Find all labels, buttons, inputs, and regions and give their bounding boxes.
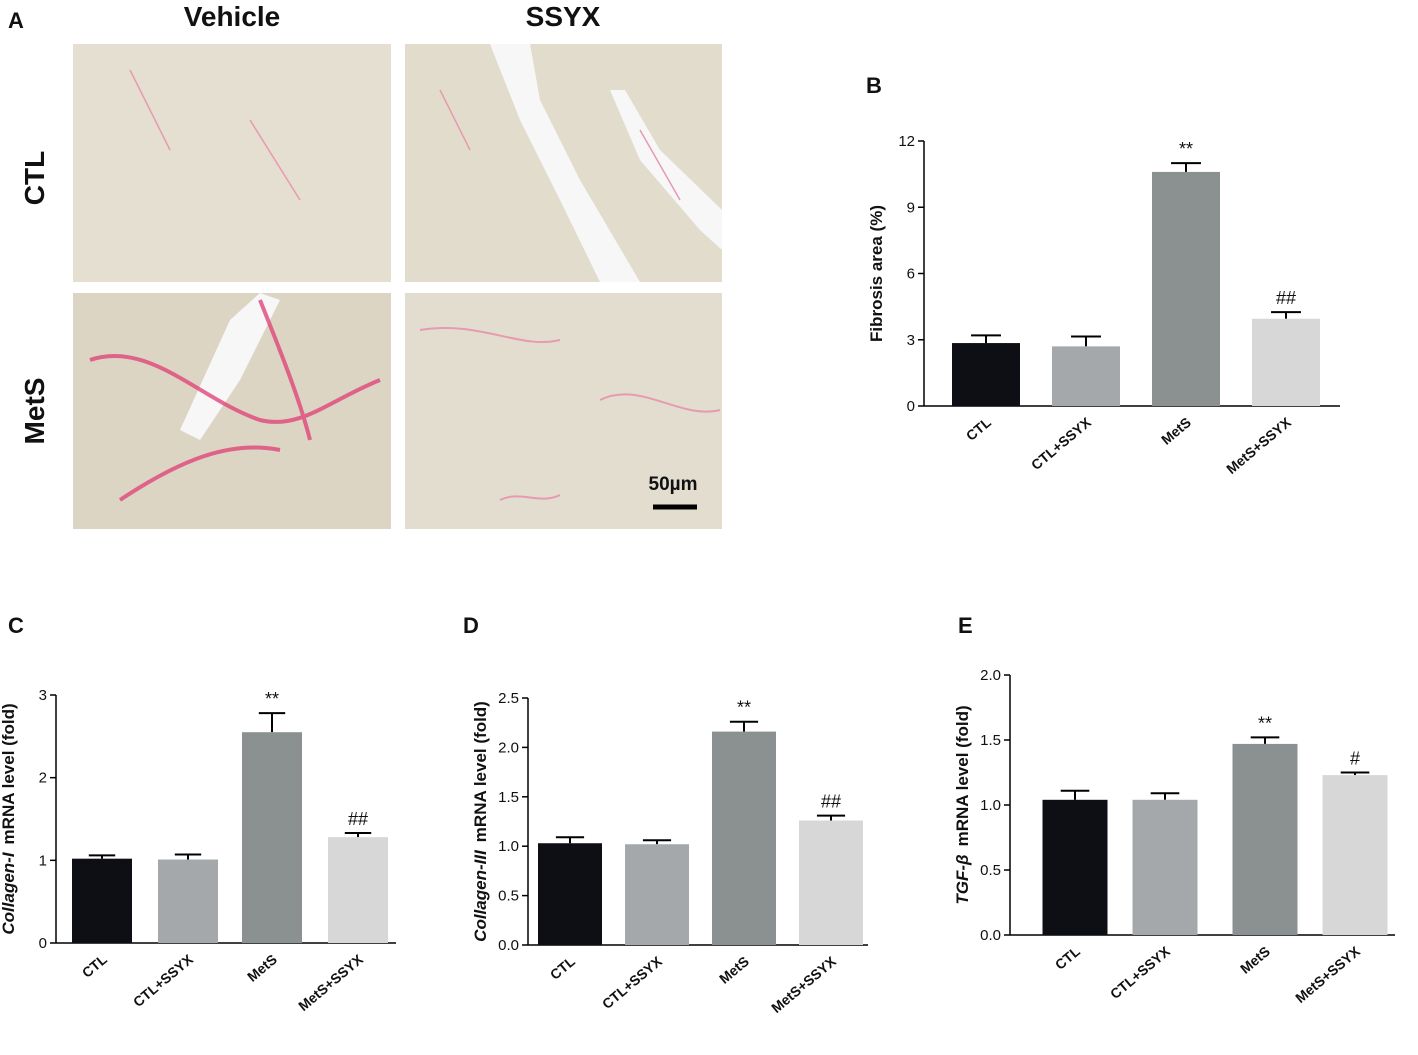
bar <box>712 731 776 945</box>
x-tick-label: CTL <box>79 951 110 981</box>
row-header: CTL <box>19 151 50 205</box>
x-tick-label: MetS+SSYX <box>768 953 839 1016</box>
y-tick-label: 0.0 <box>498 937 519 954</box>
significance-label: ## <box>821 792 841 812</box>
y-tick-label: 3 <box>39 687 47 704</box>
y-axis-label-text: Fibrosis area (%) <box>867 205 886 342</box>
y-tick-label: 1.0 <box>498 838 519 855</box>
bar <box>328 837 388 943</box>
y-tick-label: 1.0 <box>980 797 1001 814</box>
x-tick-label: CTL+SSYX <box>1028 414 1095 473</box>
bar <box>72 858 132 943</box>
y-axis-label: Collagen-III mRNA level (fold) <box>471 701 490 942</box>
significance-label: ## <box>348 809 368 829</box>
y-axis-label-text: mRNA level (fold) <box>0 703 18 844</box>
x-tick-label: CTL <box>547 953 578 983</box>
bar <box>242 732 302 943</box>
y-tick-label: 2.0 <box>498 739 519 756</box>
y-axis-label: Fibrosis area (%) <box>867 205 886 342</box>
micrograph <box>405 293 722 529</box>
y-tick-label: 9 <box>907 199 915 216</box>
x-tick-label: MetS+SSYX <box>1223 414 1294 477</box>
y-tick-label: 0 <box>907 398 915 415</box>
significance-label: # <box>1350 749 1360 769</box>
fibrosis-stain <box>419 326 721 501</box>
significance-label: ** <box>737 698 751 718</box>
column-header: SSYX <box>526 1 601 32</box>
bar <box>158 859 218 943</box>
x-tick-label: CTL+SSYX <box>130 951 197 1010</box>
column-header: Vehicle <box>184 1 281 32</box>
significance-label: ** <box>1258 713 1272 733</box>
y-tick-label: 0.5 <box>980 862 1001 879</box>
y-axis-label-gene: Collagen-III <box>471 849 490 942</box>
x-tick-label: CTL <box>1052 943 1083 973</box>
bar <box>625 844 689 945</box>
bar <box>1042 799 1108 935</box>
panel-label: C <box>8 613 24 638</box>
micrographs <box>73 44 722 529</box>
x-tick-label: MetS+SSYX <box>1292 943 1363 1006</box>
bar <box>799 820 863 945</box>
y-tick-label: 0.5 <box>498 888 519 905</box>
y-tick-label: 2.0 <box>980 667 1001 684</box>
x-tick-label: MetS <box>716 953 752 987</box>
fibrosis-stain <box>129 69 681 201</box>
tissue-gap <box>490 44 640 282</box>
panel-label: E <box>958 613 973 638</box>
y-axis-label-gene: Collagen-I <box>0 851 18 934</box>
bar <box>1152 171 1220 406</box>
x-tick-label: MetS <box>1237 943 1273 977</box>
bar <box>1132 799 1198 935</box>
y-axis-label-gene: TGF-β <box>953 854 972 904</box>
significance-label: ** <box>1179 139 1193 159</box>
bar <box>1252 318 1320 406</box>
y-tick-label: 0.0 <box>980 927 1001 944</box>
y-tick-label: 3 <box>907 332 915 349</box>
y-axis-label-text: mRNA level (fold) <box>471 701 490 842</box>
row-header: MetS <box>19 378 50 445</box>
bar <box>1052 346 1120 406</box>
y-tick-label: 12 <box>898 133 915 150</box>
bar <box>538 843 602 945</box>
scale-bar-label: 50µm <box>649 474 698 495</box>
bar <box>1232 743 1298 935</box>
x-tick-label: CTL+SSYX <box>1107 943 1174 1002</box>
fibrosis-stain <box>89 299 381 502</box>
x-tick-label: MetS <box>244 951 280 985</box>
bar <box>1322 775 1388 935</box>
tissue-gap <box>610 90 722 250</box>
panel-label: D <box>463 613 479 638</box>
micrograph <box>73 44 391 282</box>
y-axis-label: Collagen-I mRNA level (fold) <box>0 703 18 934</box>
y-tick-label: 1 <box>39 852 47 869</box>
y-axis-label-text: mRNA level (fold) <box>953 705 972 846</box>
x-tick-label: MetS+SSYX <box>295 951 366 1014</box>
significance-label: ** <box>265 689 279 709</box>
significance-label: ## <box>1276 288 1296 308</box>
y-tick-label: 6 <box>907 266 915 283</box>
y-tick-label: 1.5 <box>980 732 1001 749</box>
y-tick-label: 1.5 <box>498 789 519 806</box>
y-tick-label: 2.5 <box>498 690 519 707</box>
y-tick-label: 2 <box>39 770 47 787</box>
panel-label: A <box>8 8 24 33</box>
y-axis-label: TGF-β mRNA level (fold) <box>953 705 972 904</box>
x-tick-label: CTL+SSYX <box>599 953 666 1012</box>
panel-label: B <box>866 73 882 98</box>
y-tick-label: 0 <box>39 935 47 952</box>
tissue-gap <box>180 293 280 440</box>
x-tick-label: MetS <box>1158 414 1194 448</box>
x-tick-label: CTL <box>963 414 994 444</box>
bar <box>952 343 1020 406</box>
